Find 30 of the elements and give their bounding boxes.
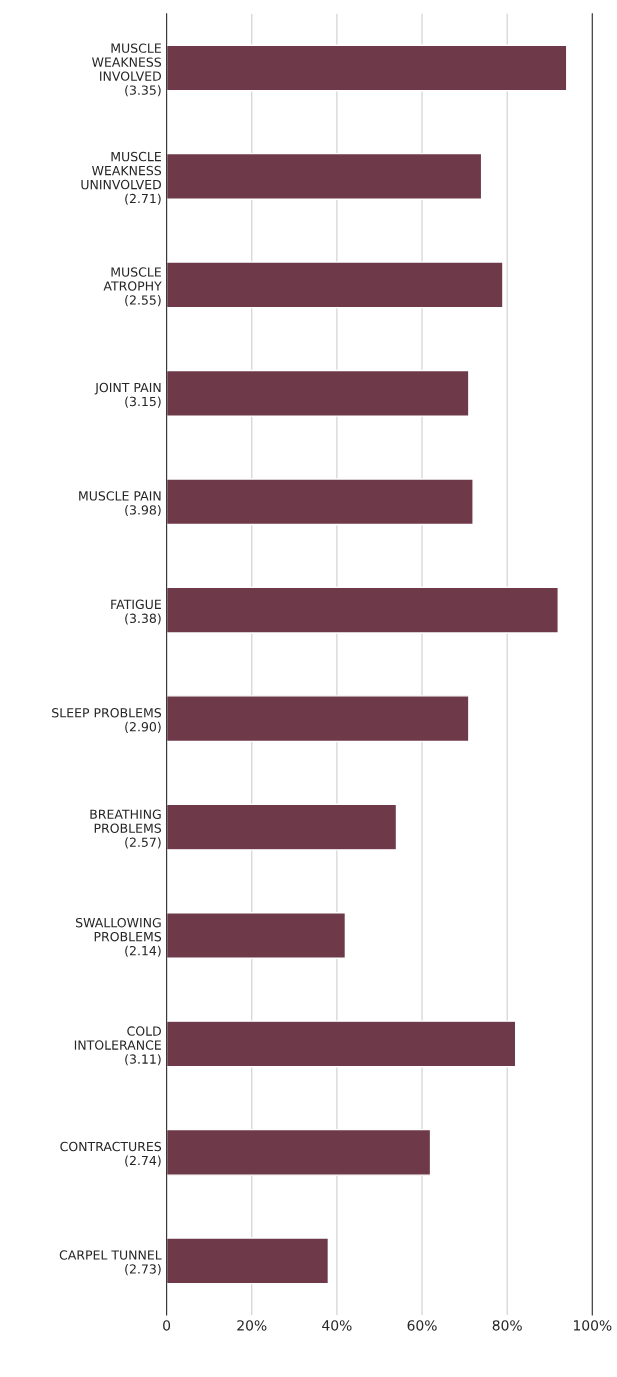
x-tick-label: 40% [322, 1320, 352, 1331]
x-tick-label: 60% [407, 1320, 437, 1331]
bar [166, 44, 568, 92]
bar [166, 1020, 517, 1068]
y-tick-label: SLEEP PROBLEMS (2.90) [52, 708, 162, 733]
y-tick-label: JOINT PAIN (3.15) [94, 382, 161, 408]
bar [166, 152, 483, 200]
y-tick-label: MUSCLE WEAKNESS INVOLVED (3.35) [92, 43, 162, 97]
x-tick-label: 80% [492, 1320, 522, 1331]
x-tick-label: 20% [237, 1320, 267, 1331]
bar [166, 261, 504, 309]
y-tick-label: FATIGUE (3.38) [111, 599, 161, 625]
bar [166, 369, 470, 417]
x-tick-label: 100% [573, 1320, 612, 1331]
bar [166, 803, 398, 851]
y-tick-label: CARPEL TUNNEL (2.73) [59, 1250, 162, 1276]
y-tick-label: MUSCLE ATROPHY (2.55) [103, 267, 162, 307]
y-tick-label: MUSCLE PAIN (3.98) [79, 491, 161, 517]
y-tick-label: BREATHING PROBLEMS (2.57) [90, 809, 162, 849]
bar [166, 478, 474, 526]
bar [166, 586, 559, 634]
y-tick-label: SWALLOWING PROBLEMS (2.14) [75, 917, 162, 957]
x-tick-label: 0 [163, 1320, 171, 1331]
bar [166, 912, 347, 959]
y-tick-label: COLD INTOLERANCE (3.11) [74, 1026, 161, 1066]
bar [166, 1237, 330, 1285]
y-tick-label: CONTRACTURES (2.74) [60, 1141, 162, 1167]
bar [166, 1128, 432, 1176]
bar [166, 695, 470, 743]
y-tick-label: MUSCLE WEAKNESS UNINVOLVED (2.71) [81, 151, 162, 205]
